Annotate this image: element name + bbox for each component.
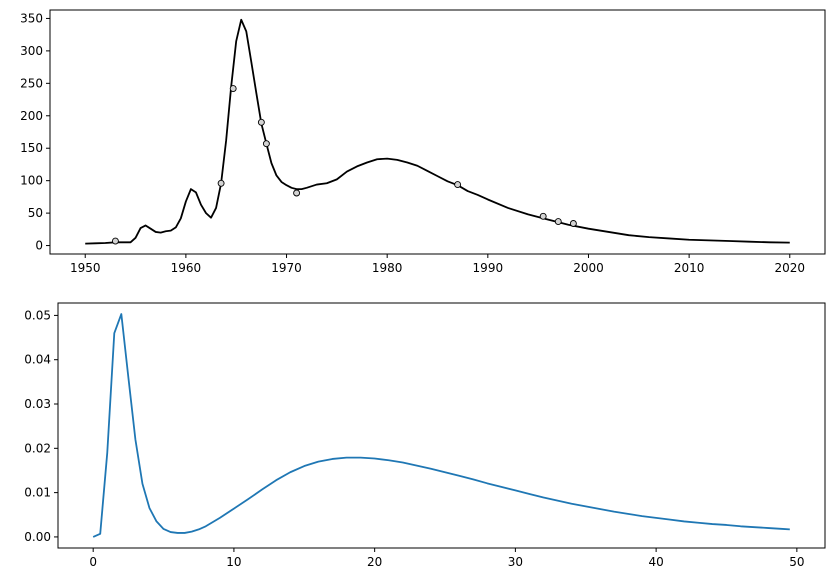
data-point-marker [539,212,547,220]
x-tick-label: 1990 [473,261,504,275]
series-line [85,18,790,245]
data-point-marker [454,181,462,189]
y-tick-label: 0.03 [24,397,51,411]
y-tick-label: 50 [28,206,43,220]
data-point-marker [554,218,562,226]
y-tick-label: 100 [20,174,43,188]
y-tick-label: 350 [20,11,43,25]
chart-bottom: 0 10 20 30 40 50 0.00 0.01 0.02 0.03 0.04 0.05 [24,302,826,569]
x-tick-label: 2010 [674,261,705,275]
y-tick-label: 0.04 [24,353,51,367]
data-point-marker [111,237,119,245]
chart-top: 1950 1960 1970 1980 1990 2000 2010 2020 0 50 100 15… [20,9,826,275]
y-tick-label: 0.05 [24,308,51,322]
data-point-marker [217,179,225,187]
x-tick-label: 20 [367,555,382,569]
x-tick-label: 50 [789,555,804,569]
data-point-marker [569,220,577,227]
data-point-marker [257,118,265,126]
y-tick-label: 0 [35,239,43,253]
y-tick-label: 0.01 [24,486,51,500]
x-tick-label: 40 [648,555,663,569]
x-tick-label: 1980 [372,261,403,275]
y-tick-label: 300 [20,44,43,58]
x-tick-label: 10 [226,555,241,569]
axes-frame [57,302,826,549]
x-tick-label: 2020 [774,261,805,275]
x-tick-label: 1950 [70,261,101,275]
x-tick-label: 2000 [573,261,604,275]
y-tick-label: 150 [20,141,43,155]
series-line [92,313,790,538]
y-tick-label: 0.00 [24,530,51,544]
y-tick-label: 200 [20,109,43,123]
data-point-marker [229,85,237,92]
x-tick-label: 0 [89,555,97,569]
y-tick-label: 250 [20,76,43,90]
y-tick-label: 0.02 [24,441,51,455]
axes-frame [49,9,826,255]
x-tick-label: 1960 [171,261,202,275]
x-tick-label: 1970 [271,261,302,275]
data-point-marker [262,140,270,148]
data-point-marker [293,189,301,197]
x-tick-label: 30 [508,555,523,569]
